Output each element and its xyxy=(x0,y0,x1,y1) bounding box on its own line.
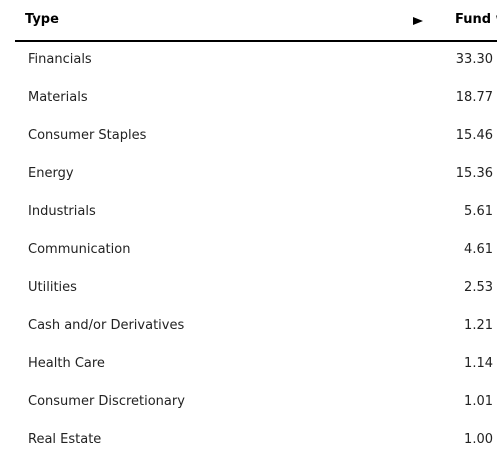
type-cell: Energy xyxy=(28,166,74,181)
sort-arrow[interactable] xyxy=(412,16,424,26)
type-cell: Health Care xyxy=(28,356,105,371)
type-cell: Communication xyxy=(28,242,131,257)
weight-cell: 4.61 xyxy=(464,242,493,257)
column-header[interactable]: Type xyxy=(25,12,59,27)
type-cell: Consumer Discretionary xyxy=(28,394,185,409)
column-header[interactable]: Fund weight xyxy=(455,12,497,27)
weight-cell: 18.77 xyxy=(455,90,493,105)
weight-cell: 15.46 xyxy=(455,128,493,143)
header-rule xyxy=(15,40,497,42)
weight-cell: 2.53 xyxy=(464,280,493,295)
type-cell: Materials xyxy=(28,90,88,105)
weight-cell: 1.01 xyxy=(464,394,493,409)
weight-cell: 1.00 xyxy=(464,432,493,447)
weight-cell: 15.36 xyxy=(455,166,493,181)
weight-cell: 5.61 xyxy=(464,204,493,219)
type-cell: Industrials xyxy=(28,204,96,219)
type-cell: Real Estate xyxy=(28,432,102,447)
type-cell: Financials xyxy=(28,52,92,67)
weight-cell: 33.30 xyxy=(455,52,493,67)
weight-cell: 1.14 xyxy=(464,356,493,371)
type-cell: Utilities xyxy=(28,280,77,295)
type-cell: Cash and/or Derivatives xyxy=(28,318,185,333)
type-cell: Consumer Staples xyxy=(28,128,147,143)
weight-cell: 1.21 xyxy=(464,318,493,333)
